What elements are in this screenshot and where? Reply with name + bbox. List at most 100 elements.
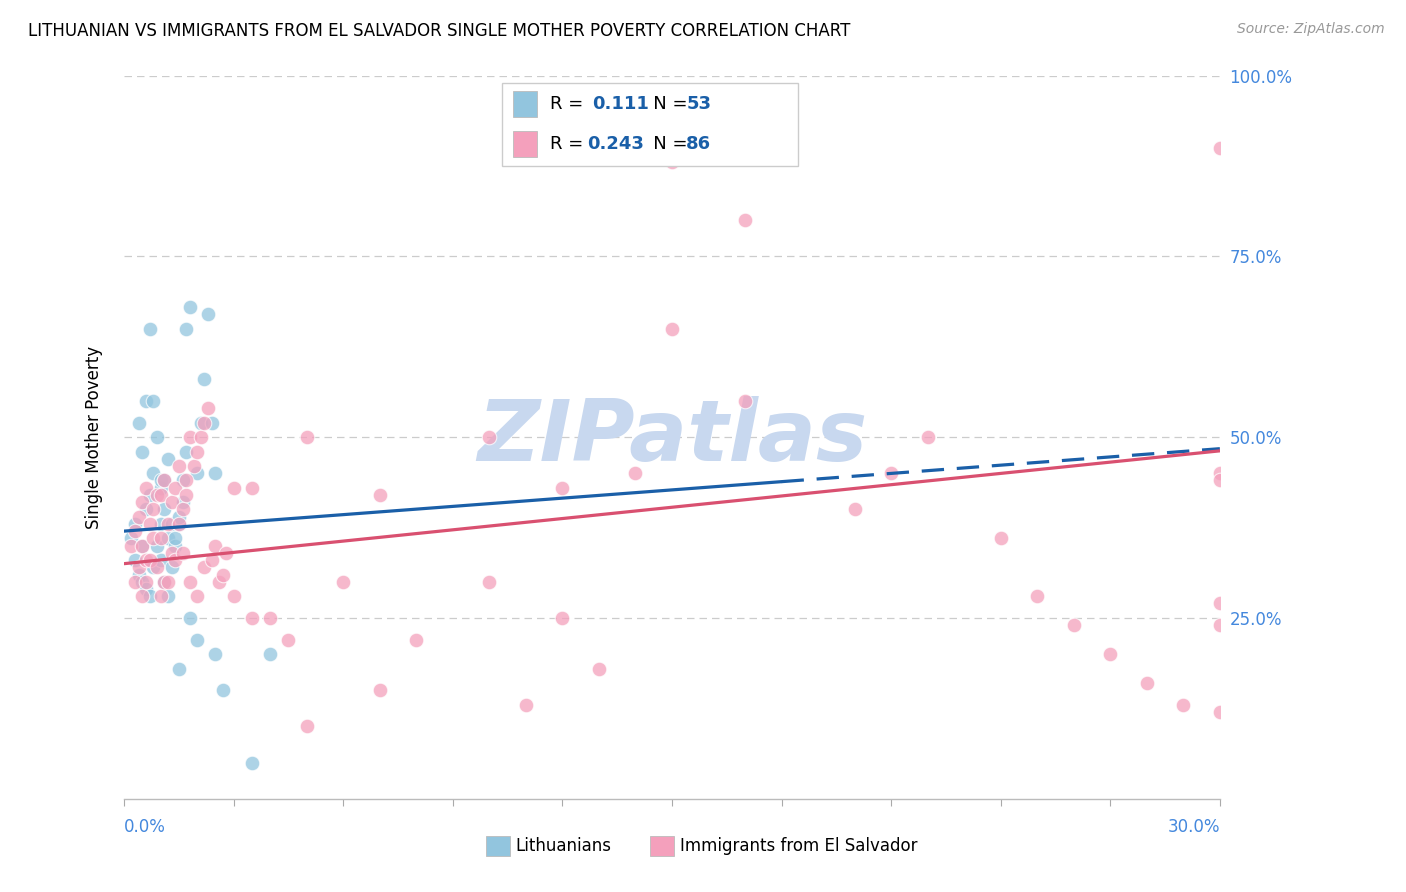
Point bbox=[183, 458, 205, 473]
Point bbox=[174, 474, 197, 488]
Point bbox=[1209, 618, 1232, 632]
Text: Source: ZipAtlas.com: Source: ZipAtlas.com bbox=[1237, 22, 1385, 37]
Point bbox=[174, 444, 197, 458]
Point bbox=[124, 574, 146, 589]
Point bbox=[172, 495, 194, 509]
Point bbox=[131, 539, 153, 553]
Point bbox=[844, 502, 866, 516]
Bar bbox=[513, 131, 537, 157]
Point bbox=[167, 509, 190, 524]
Point bbox=[1209, 467, 1232, 481]
Point bbox=[917, 430, 939, 444]
Point bbox=[160, 546, 183, 560]
Point bbox=[138, 488, 160, 502]
Point bbox=[240, 756, 263, 770]
Point bbox=[259, 611, 281, 625]
Point bbox=[128, 560, 150, 574]
Point bbox=[1099, 647, 1122, 661]
Text: 53: 53 bbox=[686, 95, 711, 113]
Point bbox=[186, 444, 208, 458]
Point bbox=[142, 467, 165, 481]
Point bbox=[174, 321, 197, 335]
Point bbox=[880, 467, 903, 481]
Point bbox=[135, 582, 157, 596]
Text: ZIPatlas: ZIPatlas bbox=[477, 396, 868, 479]
Point bbox=[201, 416, 224, 430]
Point bbox=[197, 307, 219, 321]
Point bbox=[167, 661, 190, 675]
Point bbox=[174, 488, 197, 502]
Point bbox=[142, 502, 165, 516]
Point bbox=[124, 516, 146, 531]
Point bbox=[146, 488, 169, 502]
Point bbox=[160, 516, 183, 531]
Point bbox=[142, 532, 165, 546]
Point bbox=[135, 393, 157, 408]
Point bbox=[142, 560, 165, 574]
Point bbox=[215, 546, 238, 560]
Point bbox=[120, 539, 142, 553]
Point bbox=[1209, 474, 1232, 488]
Point bbox=[146, 430, 169, 444]
Point bbox=[295, 719, 318, 733]
Text: LITHUANIAN VS IMMIGRANTS FROM EL SALVADOR SINGLE MOTHER POVERTY CORRELATION CHAR: LITHUANIAN VS IMMIGRANTS FROM EL SALVADO… bbox=[28, 22, 851, 40]
Point bbox=[190, 430, 212, 444]
Point bbox=[1209, 597, 1232, 611]
Point bbox=[368, 488, 391, 502]
Bar bbox=[650, 836, 675, 855]
Text: R =: R = bbox=[550, 95, 595, 113]
Point bbox=[149, 474, 172, 488]
Point bbox=[167, 516, 190, 531]
Point bbox=[1026, 589, 1049, 603]
Text: 86: 86 bbox=[686, 136, 711, 153]
Point bbox=[165, 553, 187, 567]
Point bbox=[1209, 141, 1232, 155]
Point bbox=[138, 589, 160, 603]
Point bbox=[179, 611, 201, 625]
Point bbox=[368, 683, 391, 698]
Point bbox=[128, 416, 150, 430]
Point bbox=[990, 532, 1012, 546]
Point bbox=[149, 488, 172, 502]
Point bbox=[478, 430, 501, 444]
Point bbox=[734, 393, 756, 408]
Point bbox=[131, 574, 153, 589]
Point bbox=[240, 481, 263, 495]
Point bbox=[142, 393, 165, 408]
Point bbox=[204, 467, 226, 481]
Y-axis label: Single Mother Poverty: Single Mother Poverty bbox=[86, 345, 103, 529]
Point bbox=[1063, 618, 1085, 632]
Bar bbox=[485, 836, 510, 855]
Text: Lithuanians: Lithuanians bbox=[516, 837, 612, 855]
Point bbox=[131, 589, 153, 603]
Point bbox=[149, 532, 172, 546]
Point bbox=[160, 560, 183, 574]
Point bbox=[153, 574, 176, 589]
Point bbox=[186, 632, 208, 647]
Point bbox=[172, 474, 194, 488]
Text: 30.0%: 30.0% bbox=[1167, 818, 1220, 837]
Point bbox=[167, 516, 190, 531]
Point bbox=[405, 632, 427, 647]
Point bbox=[138, 516, 160, 531]
Point bbox=[624, 467, 647, 481]
Text: Immigrants from El Salvador: Immigrants from El Salvador bbox=[679, 837, 917, 855]
Point bbox=[515, 698, 537, 712]
Point bbox=[124, 524, 146, 538]
Point bbox=[661, 155, 683, 169]
Point bbox=[149, 516, 172, 531]
Text: N =: N = bbox=[636, 136, 693, 153]
Point bbox=[1209, 705, 1232, 719]
Point bbox=[135, 502, 157, 516]
Point bbox=[193, 416, 215, 430]
Point bbox=[204, 539, 226, 553]
Point bbox=[149, 481, 172, 495]
Point bbox=[149, 553, 172, 567]
Point bbox=[135, 481, 157, 495]
Point bbox=[153, 574, 176, 589]
Point bbox=[156, 532, 179, 546]
Text: 0.111: 0.111 bbox=[592, 95, 650, 113]
Point bbox=[295, 430, 318, 444]
Point bbox=[128, 567, 150, 582]
Point bbox=[190, 416, 212, 430]
